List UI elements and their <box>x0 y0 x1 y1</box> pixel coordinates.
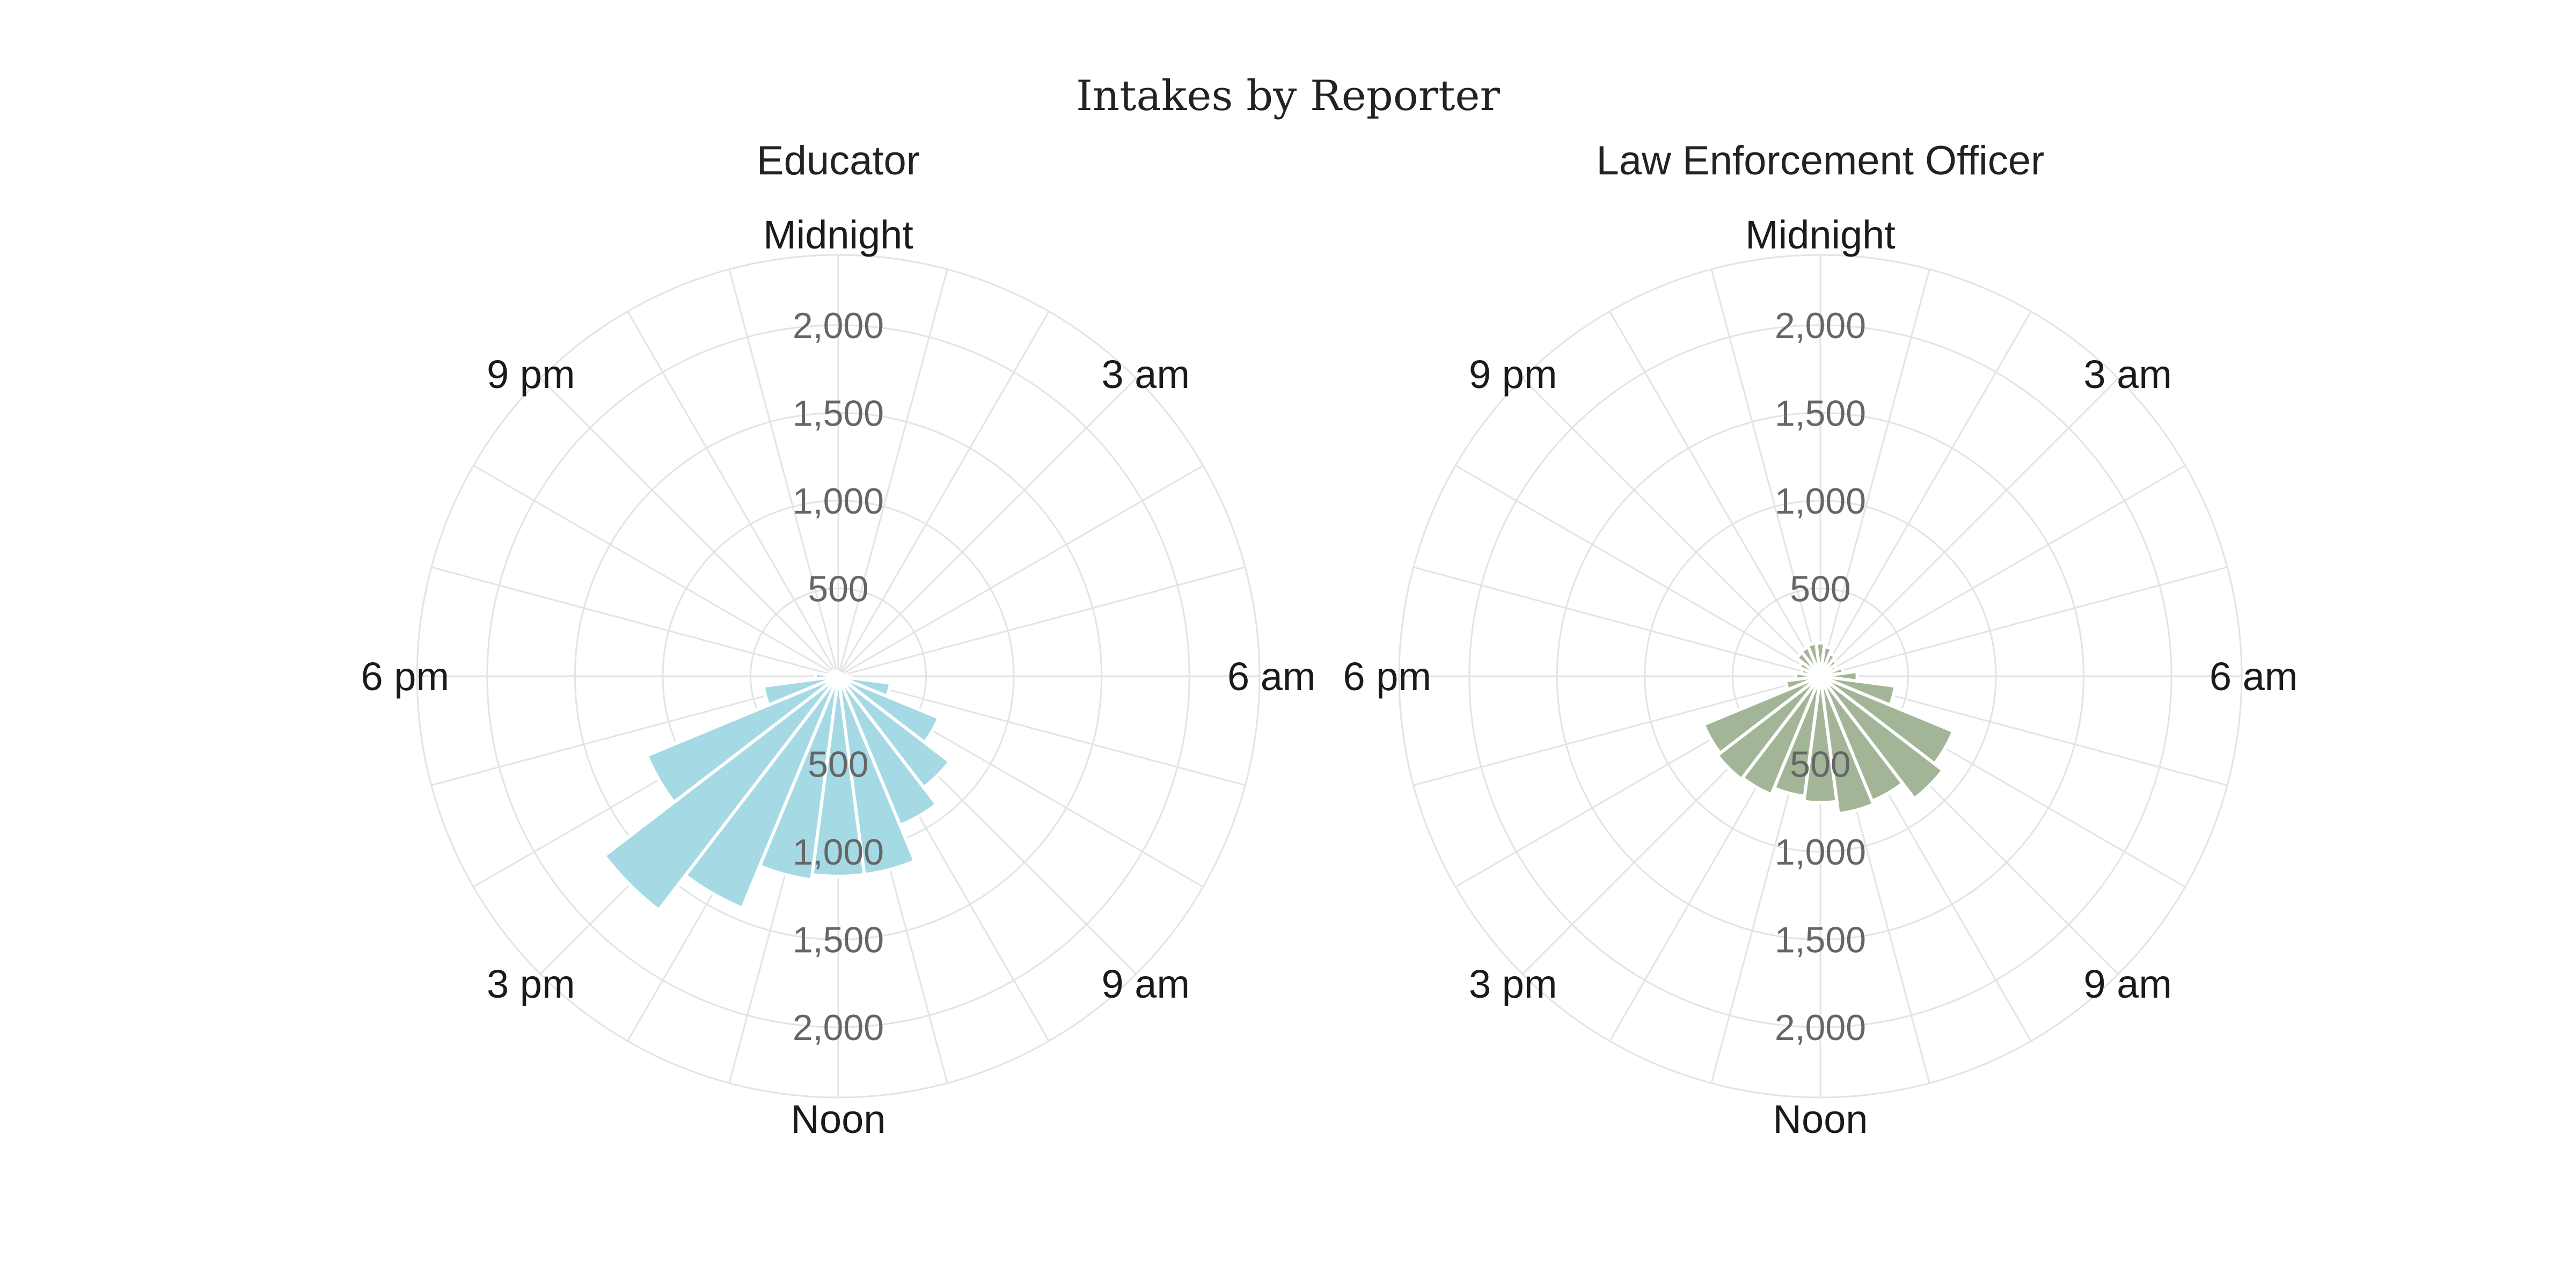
grid-spoke <box>431 566 839 677</box>
polar-panel-educator: 500 500 1,000 1,000 1,500 1,500 2,000 2,000 Midn… <box>361 138 1315 1141</box>
grid-spoke <box>1710 269 1821 677</box>
hour-label-9-am: 9 am <box>2083 962 2172 1006</box>
grid-spoke <box>539 377 839 677</box>
bar-hour-16 <box>1701 675 1821 756</box>
radial-tick-label: 2,000 <box>793 305 884 346</box>
grid-spoke <box>1819 269 1930 677</box>
radial-tick-label: 500 <box>1790 744 1850 785</box>
hour-label-noon: Noon <box>1773 1097 1868 1141</box>
grid-spoke <box>1609 311 1821 677</box>
grid-spoke <box>627 311 839 677</box>
radial-tick-label: 1,000 <box>1775 481 1866 522</box>
grid-spoke <box>837 311 1050 677</box>
grid-spoke <box>838 566 1246 677</box>
hour-label-3-am: 3 am <box>1101 352 1190 397</box>
bar-hour-23 <box>1805 641 1822 677</box>
hour-label-3-pm: 3 pm <box>487 962 575 1006</box>
chart-title: Intakes by Reporter <box>1076 72 1501 120</box>
bar-hour-12 <box>1802 676 1839 804</box>
hour-label-9-pm: 9 pm <box>487 352 575 397</box>
hour-label-3-am: 3 am <box>2083 352 2172 397</box>
radial-tick-label: 2,000 <box>793 1007 884 1048</box>
radial-tick-label: 1,000 <box>1775 832 1866 873</box>
bar-hour-23 <box>834 670 840 677</box>
hour-label-midnight: Midnight <box>1745 213 1896 257</box>
bar-hour-15 <box>602 675 840 913</box>
grid-spoke <box>837 377 1137 677</box>
grid-spoke <box>837 269 948 677</box>
bar-hour-18 <box>814 671 839 681</box>
panel-title: Educator <box>757 138 920 184</box>
radial-tick-label: 2,000 <box>1775 1007 1866 1048</box>
grid-spoke <box>473 465 839 677</box>
radial-tick-label: 500 <box>808 744 868 785</box>
hour-label-6-pm: 6 pm <box>361 654 449 699</box>
hour-label-3-pm: 3 pm <box>1469 962 1557 1006</box>
radial-tick-label: 1,500 <box>793 393 884 434</box>
hour-label-6-am: 6 am <box>1227 654 1316 699</box>
bar-hour-9 <box>1819 675 1945 801</box>
grid-spoke <box>1521 377 1821 677</box>
hour-label-9-am: 9 am <box>1101 962 1190 1006</box>
hour-label-6-pm: 6 pm <box>1343 654 1431 699</box>
bar-hour-11 <box>1819 675 1876 816</box>
bar-hour-15 <box>1715 675 1822 782</box>
panel-title: Law Enforcement Officer <box>1597 138 2045 184</box>
grid-spoke <box>728 269 839 677</box>
radial-tick-label: 1,500 <box>1775 393 1866 434</box>
hour-label-midnight: Midnight <box>763 213 913 257</box>
grid-spoke <box>1819 311 2032 677</box>
radial-tick-label: 500 <box>808 568 868 609</box>
bar-hour-17 <box>1783 675 1821 692</box>
grid-spoke <box>1820 465 2186 677</box>
grid-spoke <box>1819 377 2119 677</box>
grid-spoke <box>838 465 1204 677</box>
radial-tick-label: 1,000 <box>793 481 884 522</box>
grid-spoke <box>838 675 1246 786</box>
grid-spoke <box>1413 566 1821 677</box>
radial-tick-label: 1,500 <box>1775 920 1866 961</box>
hour-label-noon: Noon <box>791 1097 886 1141</box>
polar-panel-law-enforcement-officer: 500 500 1,000 1,000 1,500 1,500 2,000 2,000 Midn… <box>1343 138 2297 1141</box>
radial-tick-label: 2,000 <box>1775 305 1866 346</box>
bar-hour-16 <box>645 675 839 805</box>
radial-tick-label: 1,000 <box>793 832 884 873</box>
grid-spoke <box>1413 675 1821 786</box>
hour-label-9-pm: 9 pm <box>1469 352 1557 397</box>
radial-tick-label: 1,500 <box>793 920 884 961</box>
grid-spoke <box>1455 465 1821 677</box>
hour-label-6-am: 6 am <box>2209 654 2298 699</box>
bar-hour-17 <box>762 675 839 707</box>
grid-spoke <box>1820 566 2228 677</box>
radial-tick-label: 500 <box>1790 568 1850 609</box>
